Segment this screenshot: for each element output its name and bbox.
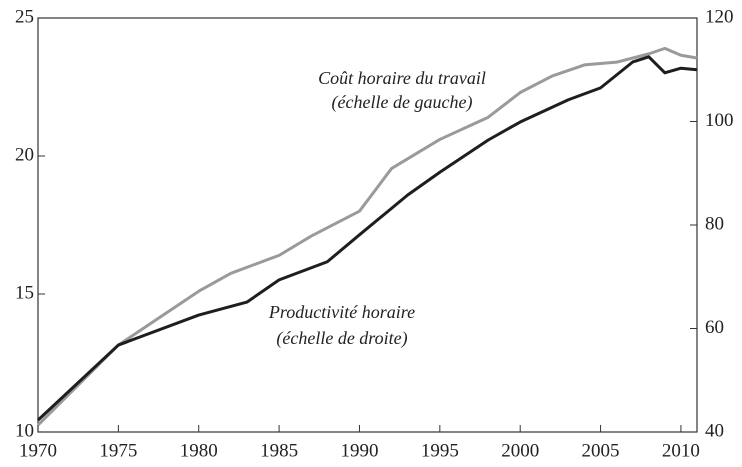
annotation: (échelle de droite) xyxy=(276,328,407,349)
x-tick-label: 1970 xyxy=(19,440,57,461)
x-tick-label: 1980 xyxy=(180,440,218,461)
series-line xyxy=(36,46,698,427)
y2-tick-label: 40 xyxy=(705,420,724,441)
x-tick-label: 1985 xyxy=(260,440,298,461)
y2-tick-label: 60 xyxy=(705,317,724,338)
y2-tick-label: 100 xyxy=(705,110,734,131)
x-tick-label: 1990 xyxy=(340,440,378,461)
series-line xyxy=(36,55,698,422)
x-tick-label: 2005 xyxy=(582,440,620,461)
annotation: (échelle de gauche) xyxy=(332,92,473,113)
annotation: Productivité horaire xyxy=(268,302,415,322)
x-tick-label: 2010 xyxy=(662,440,700,461)
y-tick-label: 25 xyxy=(15,6,34,27)
y-tick-label: 15 xyxy=(15,282,34,303)
annotation: Coût horaire du travail xyxy=(318,68,486,88)
y2-tick-label: 80 xyxy=(705,213,724,234)
y-tick-label: 20 xyxy=(15,144,34,165)
x-tick-label: 1975 xyxy=(99,440,137,461)
x-tick-label: 2000 xyxy=(501,440,539,461)
y2-tick-label: 120 xyxy=(705,6,734,27)
x-tick-label: 1995 xyxy=(421,440,459,461)
y-tick-label: 10 xyxy=(15,420,34,441)
